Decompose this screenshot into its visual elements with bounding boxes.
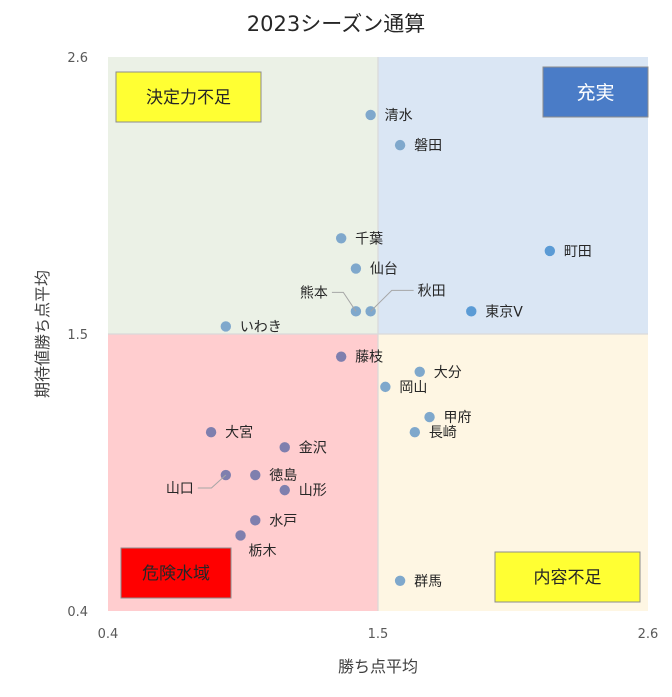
data-label: 清水 (385, 108, 413, 124)
data-point (409, 427, 421, 438)
quadrant-label-box-top-left (115, 71, 262, 123)
data-label: 栃木 (249, 543, 277, 559)
x-tick-label: 2.6 (638, 627, 659, 642)
data-point (544, 245, 556, 257)
label-leader-line (197, 474, 227, 489)
quadrant-label-box-top-right (542, 66, 649, 118)
data-label: 金沢 (299, 440, 327, 456)
y-tick-label: 2.6 (67, 51, 88, 66)
quadrant-label-box-bottom-right (494, 551, 641, 603)
data-label: 千葉 (355, 231, 383, 247)
data-point (394, 139, 406, 151)
data-point (235, 530, 246, 541)
x-tick-label: 0.4 (98, 627, 119, 642)
data-label: 町田 (564, 244, 592, 260)
data-point (414, 366, 425, 377)
data-label: 山形 (299, 483, 327, 499)
data-label: 磐田 (414, 138, 442, 154)
quadrant-label-bottom-left: 危険水域 (142, 564, 210, 584)
quadrant-label-top-right: 充実 (576, 82, 614, 104)
data-label: 徳島 (269, 468, 297, 484)
data-label: 長崎 (429, 425, 457, 441)
data-label: 水戸 (269, 513, 297, 529)
data-point (380, 381, 391, 393)
data-label: 山口 (166, 481, 194, 497)
data-point (250, 469, 261, 481)
data-point (424, 411, 435, 423)
x-tick-label: 1.5 (368, 627, 389, 642)
data-point (394, 575, 406, 586)
data-label: 秋田 (418, 283, 446, 299)
data-point (279, 442, 290, 453)
quadrant-label-top-left: 決定力不足 (146, 88, 231, 108)
quadrant-label-box-bottom-left (120, 547, 232, 599)
data-point (335, 351, 347, 362)
y-axis-title: 期待値勝ち点平均 (33, 270, 52, 398)
data-point (365, 109, 376, 121)
data-point (335, 233, 347, 244)
data-label: 大宮 (225, 425, 253, 441)
data-point (279, 484, 290, 496)
data-label: 甲府 (444, 410, 472, 426)
data-point (205, 427, 217, 438)
quadrant-label-bottom-right: 内容不足 (534, 568, 602, 588)
label-leader-line (331, 291, 357, 312)
x-axis-title: 勝ち点平均 (338, 657, 418, 676)
y-tick-label: 0.4 (67, 605, 88, 620)
data-label: 大分 (434, 365, 462, 381)
data-label: 熊本 (300, 285, 328, 301)
data-point (250, 515, 261, 526)
data-point (350, 263, 362, 274)
label-leader-line (370, 289, 414, 312)
data-label: 藤枝 (355, 350, 383, 366)
chart-title: 2023シーズン通算 (246, 12, 426, 36)
data-label: いわき (240, 319, 282, 335)
y-tick-label: 1.5 (67, 328, 88, 343)
data-label: 東京V (485, 304, 523, 320)
data-label: 群馬 (414, 574, 442, 590)
data-label: 仙台 (370, 262, 398, 278)
data-point (220, 321, 232, 332)
data-point (466, 306, 477, 317)
data-label: 岡山 (399, 380, 427, 396)
